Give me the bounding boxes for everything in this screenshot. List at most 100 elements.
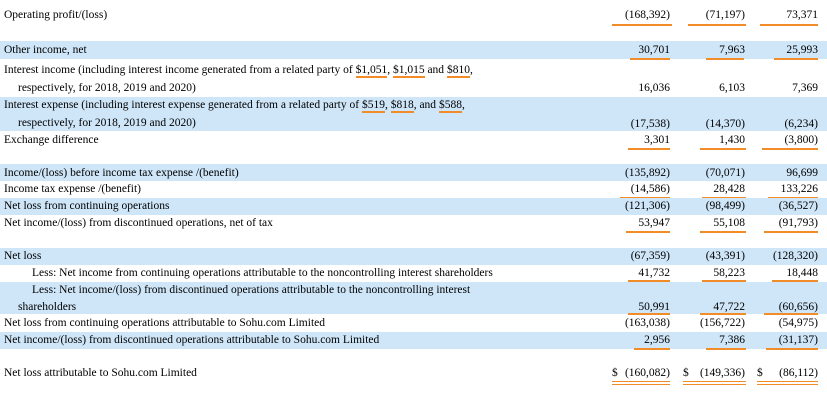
value-2019: (149,336) bbox=[699, 367, 745, 379]
row-discontinued-sohu: Net income/(loss) from discontinued oper… bbox=[0, 332, 827, 349]
row-net-loss-continuing-sohu: Net loss from continuing operations attr… bbox=[0, 315, 827, 332]
dollar-sign: $ bbox=[757, 367, 763, 379]
row-operating-profit: Operating profit/(loss) (168,392) (71,19… bbox=[0, 6, 827, 24]
value-2020: (128,320) bbox=[772, 250, 818, 262]
row-interest-expense: Interest expense (including interest exp… bbox=[0, 97, 827, 131]
value-2020: (86,112) bbox=[779, 367, 818, 379]
value-2020: (31,137) bbox=[778, 334, 818, 346]
value-2020: 133,226 bbox=[780, 183, 818, 195]
underline bbox=[772, 280, 818, 282]
value-2019: 1,430 bbox=[719, 134, 745, 146]
row-label-continued: shareholders bbox=[18, 301, 77, 313]
value-2020: (6,234) bbox=[784, 118, 818, 130]
underline bbox=[628, 313, 670, 315]
value-2020: 73,371 bbox=[786, 9, 818, 21]
underline bbox=[764, 313, 818, 315]
value-2020: (91,793) bbox=[778, 217, 818, 229]
related-party-amount: $818 bbox=[390, 99, 414, 113]
double-underline bbox=[757, 381, 818, 385]
value-2018: 50,991 bbox=[638, 301, 670, 313]
value-2019: (70,071) bbox=[705, 167, 745, 179]
value-2018: (14,586) bbox=[630, 183, 670, 195]
value-2018: (163,038) bbox=[624, 317, 670, 329]
value-2019: 7,386 bbox=[719, 334, 745, 346]
row-label: Exchange difference bbox=[4, 134, 99, 146]
related-party-amount: $1,015 bbox=[392, 64, 425, 78]
value-2019: (43,391) bbox=[705, 250, 745, 262]
value-2020: 96,699 bbox=[786, 167, 818, 179]
row-net-loss-sohu: Net loss attributable to Sohu.com Limite… bbox=[0, 365, 827, 382]
value-2018: (168,392) bbox=[624, 9, 670, 21]
dollar-sign: $ bbox=[612, 367, 618, 379]
row-exchange-difference: Exchange difference 3,301 1,430 (3,800) bbox=[0, 131, 827, 149]
value-2019: 7,963 bbox=[719, 44, 745, 56]
row-label: Income tax expense /(benefit) bbox=[4, 183, 141, 195]
row-income-before-tax: Income/(loss) before income tax expense … bbox=[0, 164, 827, 181]
value-2018: 41,732 bbox=[638, 267, 670, 279]
value-2018: 30,701 bbox=[638, 44, 670, 56]
row-label-continued: respectively, for 2018, 2019 and 2020) bbox=[18, 117, 196, 129]
value-2019: (71,197) bbox=[705, 9, 745, 21]
row-label: Less: Net income/(loss) from discontinue… bbox=[32, 284, 471, 296]
double-underline bbox=[683, 381, 746, 385]
value-2018: (17,538) bbox=[630, 118, 670, 130]
underline bbox=[774, 58, 818, 60]
row-income-tax: Income tax expense /(benefit) (14,586) 2… bbox=[0, 181, 827, 198]
value-2018: (135,892) bbox=[624, 167, 670, 179]
value-2018: 16,036 bbox=[638, 82, 670, 94]
value-2019: (156,722) bbox=[699, 317, 745, 329]
underline bbox=[628, 280, 670, 282]
value-2020: 7,369 bbox=[792, 82, 818, 94]
row-interest-income: Interest income (including interest inco… bbox=[0, 60, 827, 96]
row-label-continued: respectively, for 2018, 2019 and 2020) bbox=[18, 82, 196, 94]
underline bbox=[688, 24, 746, 26]
value-2020: (3,800) bbox=[784, 134, 818, 146]
related-party-amount: $1,051 bbox=[355, 64, 388, 78]
value-2019: 58,223 bbox=[713, 267, 745, 279]
value-2018: (160,082) bbox=[624, 367, 670, 379]
row-label: Interest expense (including interest exp… bbox=[4, 99, 465, 113]
underline bbox=[702, 280, 746, 282]
row-label: Other income, net bbox=[4, 44, 87, 56]
underline bbox=[612, 24, 672, 26]
dollar-sign: $ bbox=[683, 367, 689, 379]
row-label: Less: Net income from continuing operati… bbox=[32, 267, 493, 279]
related-party-amount: $810 bbox=[446, 64, 470, 78]
underline bbox=[626, 231, 670, 233]
underline bbox=[706, 58, 744, 60]
value-2019: 6,103 bbox=[719, 82, 745, 94]
value-2019: 47,722 bbox=[713, 301, 745, 313]
row-label: Net loss bbox=[4, 250, 42, 262]
row-label: Interest income (including interest inco… bbox=[4, 64, 473, 78]
value-2018: 53,947 bbox=[638, 217, 670, 229]
underline bbox=[766, 348, 818, 350]
value-2018: (121,306) bbox=[624, 200, 670, 212]
row-nci-discontinued: Less: Net income/(loss) from discontinue… bbox=[0, 282, 827, 314]
value-2019: 28,428 bbox=[713, 183, 745, 195]
underline bbox=[630, 58, 670, 60]
row-nci-continuing: Less: Net income from continuing operati… bbox=[0, 265, 827, 282]
underline bbox=[700, 231, 746, 233]
underline bbox=[764, 231, 818, 233]
value-2018: 2,956 bbox=[644, 334, 670, 346]
row-label: Net loss from continuing operations attr… bbox=[4, 317, 325, 329]
related-party-amount: $588 bbox=[438, 99, 462, 113]
row-label: Net income/(loss) from discontinued oper… bbox=[4, 334, 380, 346]
row-label: Operating profit/(loss) bbox=[4, 9, 108, 21]
value-2019: 55,108 bbox=[713, 217, 745, 229]
value-2020: (36,527) bbox=[778, 200, 818, 212]
underline bbox=[760, 24, 818, 26]
underline bbox=[634, 348, 670, 350]
row-label: Net loss from continuing operations bbox=[4, 200, 170, 212]
row-label: Net income/(loss) from discontinued oper… bbox=[4, 217, 273, 229]
double-underline bbox=[612, 381, 670, 385]
row-discontinued-ops: Net income/(loss) from discontinued oper… bbox=[0, 215, 827, 232]
row-net-loss: Net loss (67,359) (43,391) (128,320) bbox=[0, 248, 827, 265]
related-party-amount: $519 bbox=[361, 99, 385, 113]
value-2020: 18,448 bbox=[786, 267, 818, 279]
value-2020: (54,975) bbox=[778, 317, 818, 329]
row-net-loss-continuing: Net loss from continuing operations (121… bbox=[0, 198, 827, 215]
underline bbox=[706, 348, 746, 350]
underline bbox=[762, 148, 818, 150]
value-2019: (14,370) bbox=[705, 118, 745, 130]
